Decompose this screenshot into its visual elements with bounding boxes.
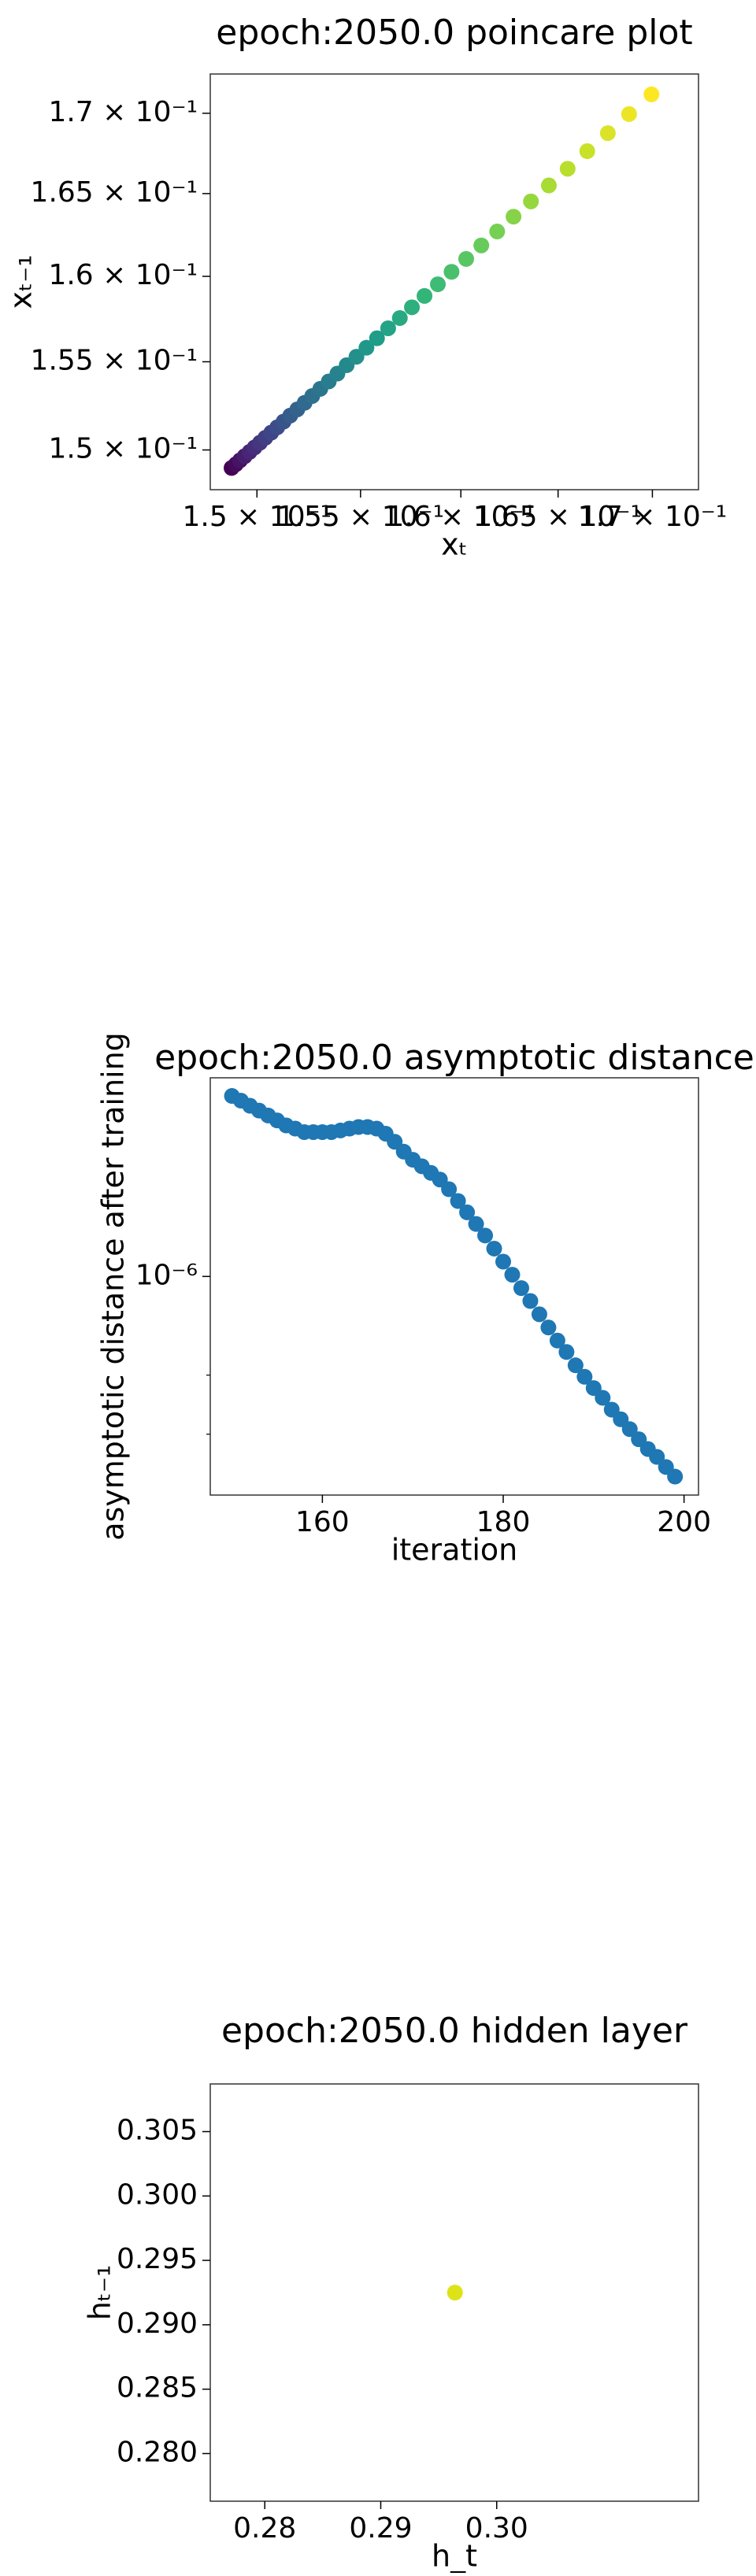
x-tick-label: 1.55 × 10⁻¹	[277, 501, 444, 533]
y-tick-label: 0.285	[117, 2372, 198, 2404]
plot-frame	[209, 1077, 699, 1496]
point	[559, 161, 576, 177]
point	[643, 86, 660, 102]
point	[531, 1306, 547, 1323]
x-axis-label: iteration	[391, 1533, 518, 1567]
point	[380, 320, 396, 336]
point	[430, 276, 447, 293]
chart-title: epoch:2050.0 hidden layer	[221, 2011, 688, 2051]
x-tick-label: 0.28	[233, 2512, 296, 2545]
point	[486, 1240, 502, 1257]
y-tick-label: 1.6 × 10⁻¹	[48, 259, 198, 291]
point	[458, 250, 474, 267]
x-axis-label: h_t	[432, 2539, 477, 2574]
y-tick-label: 10⁻⁶	[135, 1259, 198, 1291]
point	[417, 287, 433, 304]
chart-title: epoch:2050.0 poincare plot	[216, 13, 692, 53]
point	[459, 1204, 476, 1220]
point	[504, 1267, 521, 1283]
y-tick-label: 1.65 × 10⁻¹	[31, 176, 198, 209]
y-tick-label: 1.55 × 10⁻¹	[31, 344, 198, 376]
y-axis-label: xₜ₋₁	[4, 255, 39, 309]
point	[522, 1293, 539, 1309]
point	[358, 339, 375, 356]
point	[523, 193, 539, 209]
point	[506, 209, 522, 225]
x-axis-label: xₜ	[441, 527, 468, 562]
y-tick-label: 1.7 × 10⁻¹	[48, 96, 198, 128]
y-tick-label: 0.300	[117, 2178, 198, 2211]
point	[595, 1390, 611, 1406]
x-tick-label: 1.5 × 10⁻¹	[183, 501, 332, 533]
point	[667, 1468, 684, 1485]
point	[649, 1449, 665, 1465]
point	[369, 330, 385, 346]
plot-frame	[209, 2083, 699, 2502]
point	[540, 1319, 557, 1336]
y-axis-label: hₜ₋₁	[83, 2265, 117, 2321]
x-tick-label: 0.30	[465, 2512, 528, 2545]
x-tick-label: 160	[295, 1506, 350, 1538]
x-tick-label: 200	[657, 1506, 711, 1538]
point	[468, 1216, 484, 1232]
point	[441, 1181, 458, 1197]
x-tick-label: 1.7 × 10⁻¹	[578, 501, 728, 533]
point	[404, 299, 421, 316]
point	[576, 1368, 593, 1385]
point	[391, 309, 408, 326]
point	[447, 2285, 463, 2300]
point	[558, 1344, 575, 1360]
y-tick-label: 0.280	[117, 2436, 198, 2468]
chart-title: epoch:2050.0 asymptotic distance	[154, 1038, 754, 1078]
point	[477, 1227, 494, 1244]
x-tick-label: 0.29	[349, 2512, 412, 2545]
x-tick-label: 1.6 × 10⁻¹	[386, 501, 536, 533]
point	[513, 1280, 529, 1297]
y-tick-label: 1.5 × 10⁻¹	[48, 433, 198, 465]
x-tick-label: 1.65 × 10⁻¹	[474, 501, 641, 533]
point	[621, 1421, 638, 1438]
point	[473, 237, 490, 254]
point	[450, 1193, 466, 1209]
point	[443, 264, 460, 280]
y-tick-label: 0.290	[117, 2308, 198, 2340]
x-tick-label: 180	[476, 1506, 531, 1538]
y-tick-label: 0.305	[117, 2115, 198, 2147]
point	[489, 224, 506, 240]
point	[348, 349, 365, 365]
point	[599, 125, 616, 142]
point	[540, 177, 557, 194]
point	[549, 1332, 565, 1349]
y-tick-label: 0.295	[117, 2243, 198, 2275]
point	[495, 1253, 511, 1270]
point	[621, 105, 637, 122]
point	[567, 1357, 584, 1374]
point	[579, 143, 595, 160]
plot-frame	[209, 73, 699, 490]
y-axis-label: asymptotic distance after training	[96, 1032, 131, 1541]
